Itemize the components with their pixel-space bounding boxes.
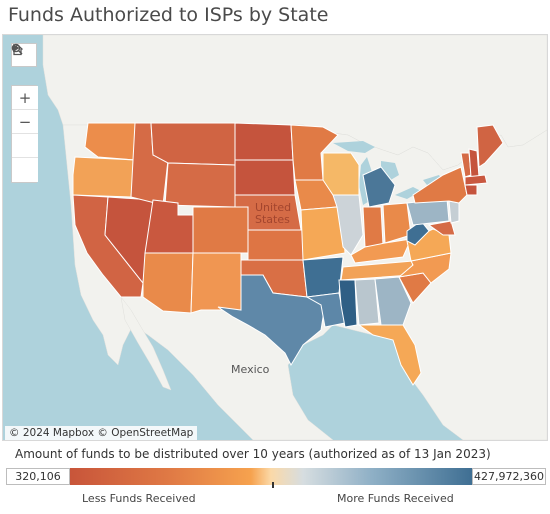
state-massachusetts[interactable] [464, 174, 488, 186]
state-wyoming[interactable] [164, 162, 236, 208]
legend-max-value: 427,972,360 [472, 468, 546, 485]
state-wisconsin[interactable] [322, 152, 360, 196]
legend-low-caption: Less Funds Received [82, 492, 196, 505]
choropleth-map[interactable] [3, 35, 547, 440]
state-minnesota[interactable] [290, 124, 339, 181]
country-label-mexico: Mexico [231, 363, 270, 376]
pan-mode-button[interactable] [12, 44, 38, 182]
state-arkansas[interactable] [302, 256, 344, 298]
state-louisiana[interactable] [305, 292, 346, 328]
great-lakes [333, 141, 443, 205]
us-states [72, 122, 504, 386]
state-texas[interactable] [217, 274, 326, 367]
state-florida[interactable] [357, 324, 422, 386]
state-mississippi[interactable] [338, 279, 358, 328]
state-montana[interactable] [150, 122, 236, 166]
state-new-hampshire[interactable] [468, 148, 480, 178]
state-alabama[interactable] [354, 278, 380, 326]
country-label-us: United States [255, 201, 292, 226]
state-maryland[interactable] [427, 220, 456, 236]
state-michigan[interactable] [362, 166, 396, 208]
state-georgia[interactable] [374, 276, 412, 326]
zoom-controls: + − [11, 44, 38, 183]
legend-midpoint-tick [272, 482, 274, 488]
play-icon [13, 44, 20, 52]
baja-peninsula [120, 296, 172, 391]
state-south-dakota[interactable] [234, 159, 296, 196]
state-new-jersey[interactable] [448, 200, 460, 224]
map-toolbar: + − [11, 43, 38, 183]
legend-min-value: 320,106 [6, 468, 70, 485]
state-oregon[interactable] [72, 156, 136, 198]
state-kansas[interactable] [247, 229, 304, 261]
state-north-carolina[interactable] [397, 252, 452, 284]
state-colorado[interactable] [192, 206, 249, 254]
state-north-dakota[interactable] [234, 122, 294, 161]
state-indiana[interactable] [362, 206, 384, 248]
page-title: Funds Authorized to ISPs by State [8, 4, 329, 26]
state-new-york[interactable] [412, 166, 468, 204]
legend-color-ramp [70, 468, 472, 485]
state-washington[interactable] [84, 122, 139, 161]
map-attribution[interactable]: © 2024 Mapbox © OpenStreetMap [5, 426, 198, 440]
map-canvas[interactable]: United States Mexico + − © [2, 34, 548, 441]
state-connecticut[interactable] [464, 184, 478, 196]
state-new-mexico[interactable] [190, 252, 242, 314]
state-maine[interactable] [476, 124, 504, 168]
legend-high-caption: More Funds Received [337, 492, 454, 505]
state-pennsylvania[interactable] [406, 198, 450, 226]
legend-title: Amount of funds to be distributed over 1… [15, 447, 491, 461]
zoom-in-button[interactable]: + [12, 86, 38, 110]
reset-home-button[interactable] [12, 44, 38, 158]
zoom-out-button[interactable]: − [12, 110, 38, 134]
